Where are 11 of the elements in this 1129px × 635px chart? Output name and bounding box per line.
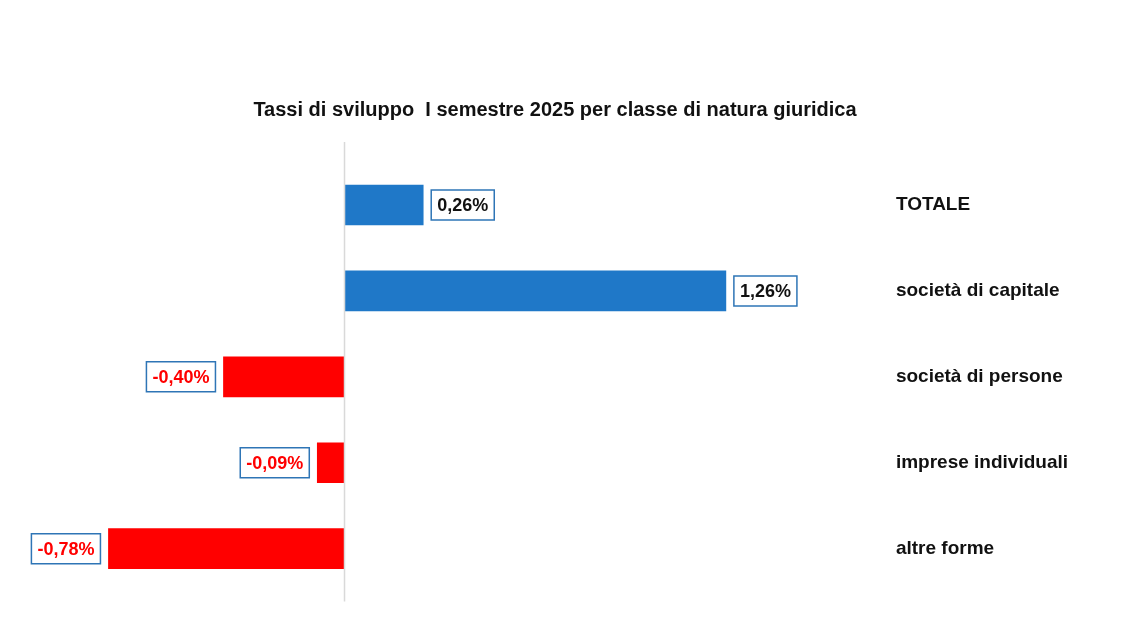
data-label: -0,78% [37,538,95,559]
data-label: -0,40% [152,366,210,387]
data-label: -0,09% [246,452,304,473]
y-tick-label: imprese individuali [895,450,1069,472]
y-tick-label: altre forme [895,536,995,558]
data-label: 1,26% [739,280,791,301]
y-tick-label: società di persone [895,365,1063,387]
data-label: 0,26% [437,194,489,215]
y-tick-label: TOTALE [895,193,971,215]
chart-title: Tassi di sviluppo I semestre 2025 per classe di natura giuridica [253,97,858,120]
y-tick-label: società di capitale [895,279,1060,301]
